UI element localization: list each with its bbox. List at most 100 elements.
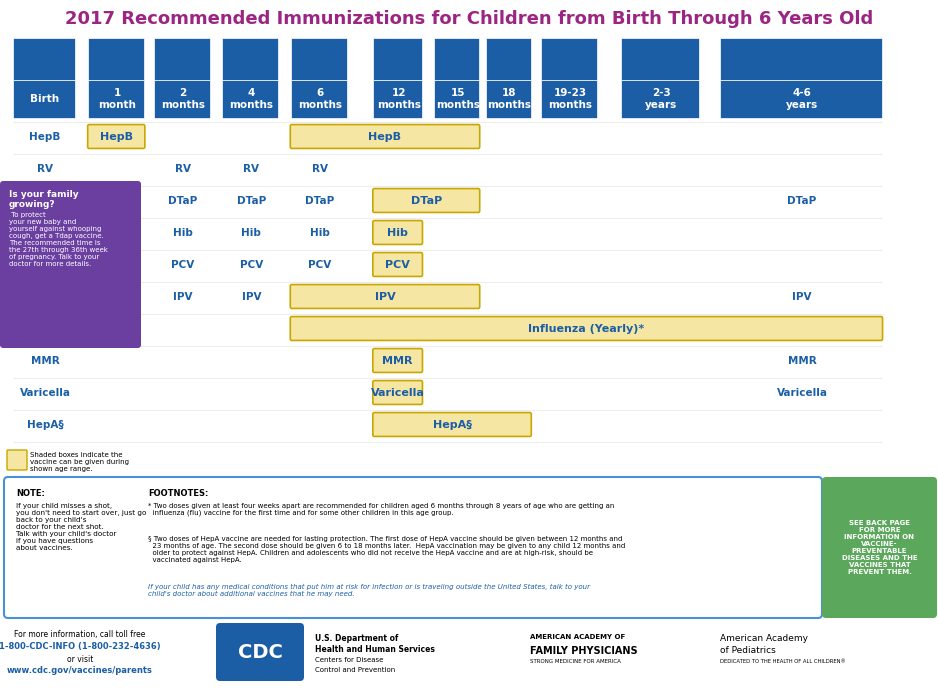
Text: 2-3
years: 2-3 years [645, 88, 677, 110]
Text: RV: RV [37, 163, 53, 174]
Text: MMR: MMR [31, 355, 59, 366]
Text: Hib: Hib [35, 228, 55, 237]
Text: 1-800-CDC-INFO (1-800-232-4636): 1-800-CDC-INFO (1-800-232-4636) [0, 642, 160, 651]
Text: FAMILY PHYSICIANS: FAMILY PHYSICIANS [530, 646, 638, 656]
Text: Hib: Hib [387, 228, 408, 237]
Text: AMERICAN ACADEMY OF: AMERICAN ACADEMY OF [530, 634, 626, 640]
Text: PCV: PCV [309, 260, 331, 269]
Bar [154, 80, 210, 118]
Text: PCV: PCV [386, 260, 410, 269]
Text: 12
months: 12 months [377, 88, 420, 110]
Text: HepA§: HepA§ [432, 419, 472, 429]
Text: PCV: PCV [34, 260, 56, 269]
Text: Birth: Birth [30, 94, 60, 104]
Text: RV: RV [311, 163, 328, 174]
Text: www.cdc.gov/vaccines/parents: www.cdc.gov/vaccines/parents [8, 666, 153, 675]
Text: Influenza (Yearly)*: Influenza (Yearly)* [528, 323, 644, 334]
Bar [621, 80, 699, 118]
Text: MMR: MMR [788, 355, 816, 366]
FancyBboxPatch shape [290, 124, 479, 149]
Text: * Two doses given at least four weeks apart are recommended for children aged 6 : * Two doses given at least four weeks ap… [148, 503, 614, 517]
Text: DTaP: DTaP [236, 195, 266, 205]
Text: or visit: or visit [67, 655, 93, 664]
Bar [13, 38, 75, 80]
Text: 19-23
months: 19-23 months [549, 88, 592, 110]
Text: Hib: Hib [241, 228, 262, 237]
Text: HepB: HepB [369, 131, 401, 142]
Bar [222, 80, 279, 118]
Text: 2
months: 2 months [161, 88, 204, 110]
Bar [486, 80, 531, 118]
Text: HepB: HepB [99, 131, 133, 142]
FancyBboxPatch shape [0, 181, 141, 348]
Bar [13, 80, 75, 118]
FancyBboxPatch shape [290, 285, 479, 309]
Text: NOTE:: NOTE: [16, 489, 45, 498]
Text: HepB: HepB [29, 131, 61, 142]
FancyBboxPatch shape [372, 348, 422, 373]
Text: 1
month: 1 month [98, 88, 136, 110]
FancyBboxPatch shape [822, 477, 937, 618]
Text: PCV: PCV [240, 260, 263, 269]
Text: Hib: Hib [173, 228, 193, 237]
Text: Centers for Disease: Centers for Disease [315, 657, 384, 663]
Text: DEDICATED TO THE HEALTH OF ALL CHILDREN®: DEDICATED TO THE HEALTH OF ALL CHILDREN® [720, 659, 846, 664]
Text: FOOTNOTES:: FOOTNOTES: [148, 489, 208, 498]
Text: SEE BACK PAGE
FOR MORE
INFORMATION ON
VACCINE-
PREVENTABLE
DISEASES AND THE
VACC: SEE BACK PAGE FOR MORE INFORMATION ON VA… [841, 520, 917, 575]
Text: PCV: PCV [172, 260, 194, 269]
Bar [621, 38, 699, 80]
Text: Varicella: Varicella [20, 387, 70, 397]
Bar [434, 38, 479, 80]
Text: 4-6
years: 4-6 years [786, 88, 818, 110]
Bar [719, 80, 882, 118]
FancyBboxPatch shape [4, 477, 822, 618]
Text: of Pediatrics: of Pediatrics [720, 646, 776, 655]
Text: Influenza (Yearly)*: Influenza (Yearly)* [0, 323, 99, 334]
Text: RV: RV [174, 163, 191, 174]
Text: DTaP: DTaP [411, 195, 442, 205]
Text: IPV: IPV [174, 292, 192, 302]
Text: To protect
your new baby and
yourself against whooping
cough, get a Tdap vaccine: To protect your new baby and yourself ag… [9, 212, 108, 267]
Text: Hib: Hib [310, 228, 330, 237]
Text: American Academy: American Academy [720, 634, 808, 643]
Text: IPV: IPV [242, 292, 261, 302]
Bar [486, 38, 531, 80]
FancyBboxPatch shape [372, 188, 479, 212]
Text: Is your family
growing?: Is your family growing? [9, 190, 79, 209]
Text: DTaP: DTaP [30, 195, 60, 205]
Text: STRONG MEDICINE FOR AMERICA: STRONG MEDICINE FOR AMERICA [530, 659, 621, 664]
FancyBboxPatch shape [372, 221, 422, 244]
Text: Health and Human Services: Health and Human Services [315, 645, 435, 654]
Text: DTaP: DTaP [168, 195, 198, 205]
Bar [291, 80, 347, 118]
Text: § Two doses of HepA vaccine are needed for lasting protection. The first dose of: § Two doses of HepA vaccine are needed f… [148, 536, 626, 563]
Text: DTaP: DTaP [305, 195, 335, 205]
Text: 4
months: 4 months [230, 88, 273, 110]
FancyBboxPatch shape [372, 253, 422, 276]
Bar [541, 80, 598, 118]
Bar [88, 38, 144, 80]
FancyBboxPatch shape [7, 450, 27, 470]
Bar [291, 38, 347, 80]
Text: If your child misses a shot,
you don't need to start over, just go
back to your : If your child misses a shot, you don't n… [16, 503, 146, 551]
Text: HepA§: HepA§ [26, 419, 64, 429]
Text: Varicella: Varicella [777, 387, 827, 397]
Bar [373, 80, 422, 118]
Text: CDC: CDC [237, 642, 282, 662]
Bar [154, 38, 210, 80]
Bar [719, 38, 882, 80]
FancyBboxPatch shape [372, 413, 531, 436]
FancyBboxPatch shape [290, 317, 883, 341]
FancyBboxPatch shape [372, 380, 422, 404]
Text: 6
months: 6 months [298, 88, 341, 110]
Bar [434, 80, 479, 118]
Bar [373, 38, 422, 80]
Text: Shaded boxes indicate the
vaccine can be given during
shown age range.: Shaded boxes indicate the vaccine can be… [30, 452, 129, 472]
Text: IPV: IPV [793, 292, 811, 302]
Text: 2017 Recommended Immunizations for Children from Birth Through 6 Years Old: 2017 Recommended Immunizations for Child… [65, 10, 873, 28]
Text: MMR: MMR [383, 355, 413, 366]
FancyBboxPatch shape [87, 124, 144, 149]
FancyBboxPatch shape [216, 623, 304, 681]
Text: If your child has any medical conditions that put him at risk for infection or i: If your child has any medical conditions… [148, 584, 590, 597]
Bar [541, 38, 598, 80]
